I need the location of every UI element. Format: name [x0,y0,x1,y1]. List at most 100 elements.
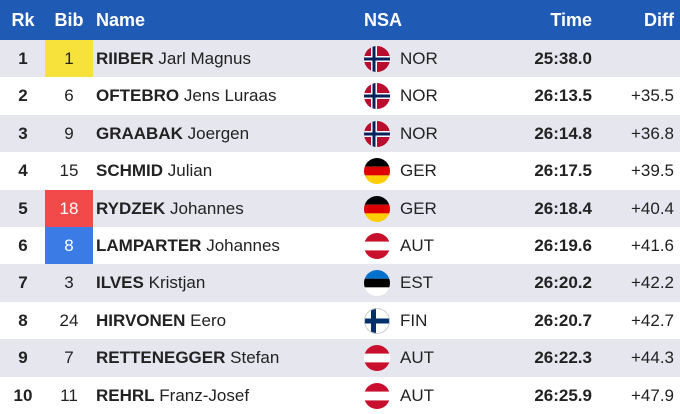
athlete-given-name: Johannes [170,198,244,218]
athlete-name[interactable]: ILVES Kristjan [96,264,205,301]
athlete-surname: ILVES [96,273,144,293]
rank-cell: 8 [18,310,28,330]
rank-cell: 1 [18,49,28,68]
diff-cell: +44.3 [630,348,674,368]
rank-cell: 2 [18,86,28,106]
athlete-name[interactable]: REHRL Franz-Josef [96,377,249,414]
diff-cell: +40.4 [630,198,674,218]
table-row[interactable]: 9 7 RETTENEGGER Stefan AUT 26:22.3 +44.3 [0,339,680,377]
bib-cell: 24 [59,310,79,330]
athlete-given-name: Kristjan [148,273,206,293]
athlete-name[interactable]: GRAABAK Joergen [96,115,249,152]
time-cell: 26:18.4 [534,198,592,218]
time-cell: 26:22.3 [534,348,592,368]
time-cell: 26:13.5 [534,86,592,106]
nsa-cell: NOR [400,49,438,68]
nsa-cell: AUT [400,235,434,255]
finland-flag-icon [364,307,390,334]
nsa-cell: EST [400,273,434,293]
athlete-given-name: Joergen [187,123,250,143]
nsa-cell: AUT [400,385,434,405]
table-row[interactable]: 7 3 ILVES Kristjan EST 26:20.2 +42.2 [0,264,680,302]
table-header: Rk Bib Name NSA Time Diff [0,0,680,40]
time-cell: 25:38.0 [534,49,592,68]
athlete-name[interactable]: RIIBER Jarl Magnus [96,40,251,77]
diff-cell: +42.7 [630,310,674,330]
header-name[interactable]: Name [96,10,146,30]
athlete-surname: RIIBER [96,49,154,68]
athlete-name[interactable]: RYDZEK Johannes [96,190,244,227]
bib-cell: 11 [60,385,78,405]
athlete-given-name: Jarl Magnus [158,49,251,68]
athlete-given-name: Stefan [230,348,280,368]
germany-flag-icon [364,158,390,185]
athlete-surname: LAMPARTER [96,235,202,255]
athlete-name[interactable]: LAMPARTER Johannes [96,227,280,264]
athlete-given-name: Franz-Josef [159,385,250,405]
diff-cell: +36.8 [630,123,674,143]
table-body: 1 1 RIIBER Jarl Magnus NOR 25:38.0 2 6 OFTEBRO … [0,40,680,414]
athlete-name[interactable]: RETTENEGGER Stefan [96,339,279,376]
time-cell: 26:19.6 [534,235,592,255]
athlete-surname: SCHMID [96,161,164,181]
athlete-surname: RETTENEGGER [96,348,226,368]
nsa-cell: NOR [400,123,438,143]
rank-cell: 10 [13,385,33,405]
table-row[interactable]: 10 11 REHRL Franz-Josef AUT 26:25.9 +47.9 [0,377,680,414]
bib-cell: 8 [45,226,93,265]
header-time[interactable]: Time [550,10,592,30]
header-rank[interactable]: Rk [11,10,35,30]
time-cell: 26:14.8 [534,123,592,143]
time-cell: 26:20.2 [534,273,592,293]
rank-cell: 6 [18,235,28,255]
rank-cell: 5 [18,198,28,218]
estonia-flag-icon [364,270,390,297]
header-nsa[interactable]: NSA [364,10,403,30]
table-row[interactable]: 8 24 HIRVONEN Eero FIN 26:20.7 +42.7 [0,302,680,339]
athlete-surname: GRAABAK [96,123,183,143]
table-row[interactable]: 3 9 GRAABAK Joergen NOR 26:14.8 +36.8 [0,114,680,153]
bib-cell: 15 [59,161,79,181]
bib-cell: 9 [64,123,74,143]
nsa-cell: NOR [400,86,438,106]
table-row[interactable]: 6 8 LAMPARTER Johannes AUT 26:19.6 +41.6 [0,226,680,265]
nsa-cell: AUT [400,348,434,368]
athlete-surname: OFTEBRO [96,86,180,106]
time-cell: 26:17.5 [534,161,592,181]
table-row[interactable]: 1 1 RIIBER Jarl Magnus NOR 25:38.0 [0,40,680,78]
nsa-cell: FIN [400,310,428,330]
header-bib[interactable]: Bib [54,10,84,30]
athlete-given-name: Johannes [206,235,280,255]
bib-cell: 7 [64,348,74,368]
table-row[interactable]: 4 15 SCHMID Julian GER 26:17.5 +39.5 [0,152,680,189]
diff-cell: +42.2 [630,273,674,293]
rank-cell: 9 [18,348,28,368]
nsa-cell: GER [400,161,437,181]
athlete-name[interactable]: HIRVONEN Eero [96,302,226,339]
norway-flag-icon [364,46,390,72]
diff-cell: +35.5 [630,86,674,106]
austria-flag-icon [364,382,390,409]
rank-cell: 3 [18,123,28,143]
germany-flag-icon [364,195,390,222]
time-cell: 26:25.9 [534,385,592,405]
athlete-surname: RYDZEK [96,198,166,218]
rank-cell: 7 [18,273,28,293]
nsa-cell: GER [400,198,437,218]
diff-cell: +39.5 [630,161,674,181]
header-diff[interactable]: Diff [644,10,674,30]
bib-cell: 18 [45,189,93,227]
table-row[interactable]: 5 18 RYDZEK Johannes GER 26:18.4 +40.4 [0,189,680,227]
athlete-name[interactable]: SCHMID Julian [96,152,212,189]
athlete-surname: HIRVONEN [96,310,186,330]
athlete-name[interactable]: OFTEBRO Jens Luraas [96,77,276,114]
athlete-given-name: Eero [190,310,227,330]
bib-cell: 6 [64,86,74,106]
austria-flag-icon [364,232,390,259]
time-cell: 26:20.7 [534,310,592,330]
austria-flag-icon [364,345,390,372]
athlete-given-name: Julian [167,161,213,181]
bib-cell: 3 [64,273,74,293]
table-row[interactable]: 2 6 OFTEBRO Jens Luraas NOR 26:13.5 +35.5 [0,77,680,114]
